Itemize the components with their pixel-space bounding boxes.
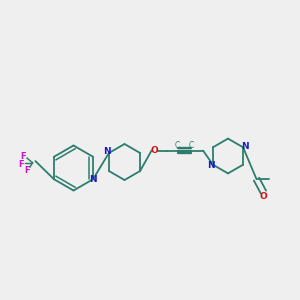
Text: N: N (207, 161, 214, 170)
Text: N: N (103, 147, 111, 156)
Text: F: F (21, 152, 26, 161)
Text: F: F (24, 166, 30, 175)
Text: O: O (260, 192, 267, 201)
Text: C: C (175, 141, 180, 150)
Text: C: C (189, 141, 194, 150)
Text: N: N (89, 175, 97, 184)
Text: F: F (18, 160, 24, 169)
Text: N: N (242, 142, 249, 151)
Text: O: O (151, 146, 158, 155)
